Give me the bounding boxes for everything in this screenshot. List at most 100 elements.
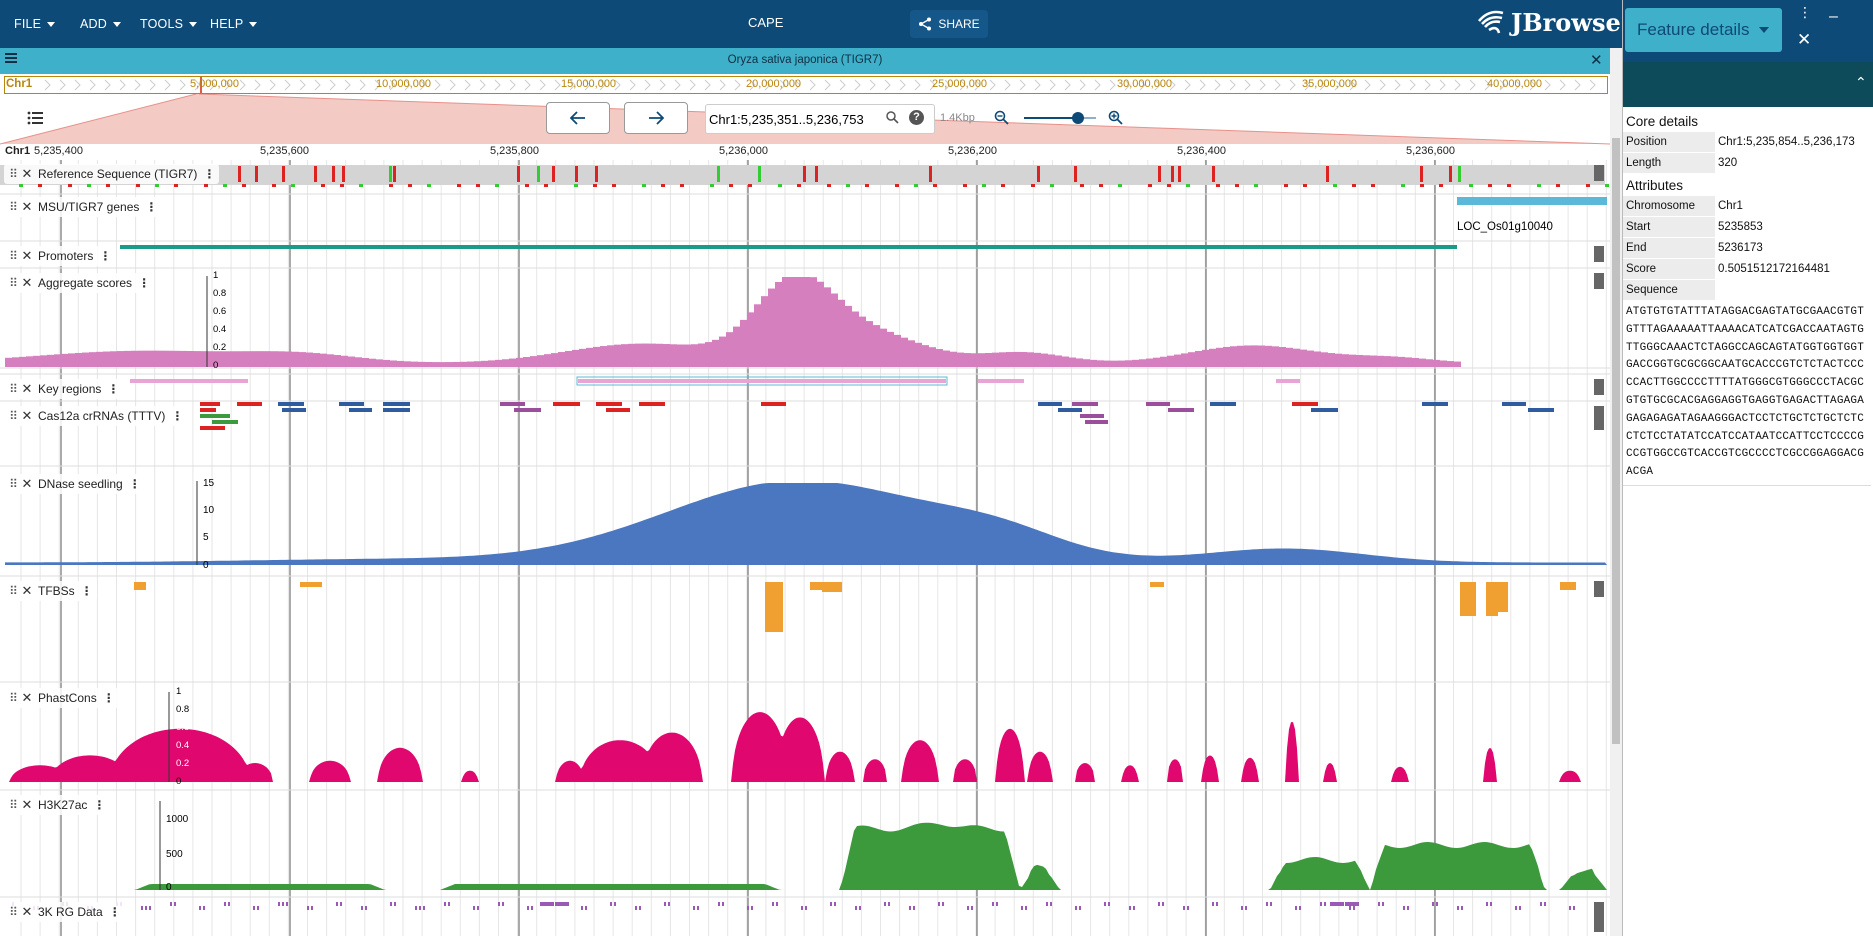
drag-handle-icon[interactable]: ⠿ [9,249,18,263]
scrollbar-thumb[interactable] [1612,138,1620,744]
aggregate-score-bar [1391,356,1398,367]
location-search-input[interactable]: Chr1:5,235,351..5,236,753 ? [705,104,935,134]
drag-handle-icon[interactable]: ⠿ [9,584,18,598]
vertical-scrollbar[interactable] [1610,48,1622,936]
track-menu-icon[interactable]: ⋮ [107,382,120,396]
track-menu-icon[interactable]: ⋮ [138,276,151,290]
menu-help[interactable]: HELP [210,0,258,48]
overview-chevron [824,79,831,91]
tracks-svg[interactable] [0,144,1610,936]
close-icon[interactable]: ✕ [1797,30,1812,49]
drag-handle-icon[interactable]: ⠿ [9,477,18,491]
close-track-icon[interactable]: ✕ [21,583,33,598]
variant-mark [1573,906,1575,910]
close-track-icon[interactable]: ✕ [21,690,33,705]
variant-mark [394,902,396,906]
drag-handle-icon[interactable]: ⠿ [9,691,18,705]
close-track-icon[interactable]: ✕ [21,248,33,263]
detail-row-score: Score 0.5051512172164481 [1623,259,1873,280]
track-menu-icon[interactable]: ⋮ [93,798,106,812]
crrna-feature [200,426,225,430]
drag-handle-icon[interactable]: ⠿ [9,409,18,423]
close-track-icon[interactable]: ✕ [21,199,33,214]
reference-base [476,184,480,187]
overview-chevron [989,79,996,91]
aggregate-score-bar [1202,349,1209,367]
share-button[interactable]: SHARE [910,10,988,38]
close-track-icon[interactable]: ✕ [21,408,33,423]
aggregate-score-bar [516,357,523,367]
track-selector-icon[interactable] [27,111,43,130]
track-menu-icon[interactable]: ⋮ [80,584,93,598]
reference-base [223,184,227,187]
crrna-feature [278,402,304,406]
menu-tools[interactable]: TOOLS [140,0,198,48]
aggregate-score-bar [278,351,285,367]
aggregate-score-bar [551,353,558,367]
chevron-up-icon[interactable]: ⌃ [1855,74,1867,90]
aggregate-score-bar [803,277,810,367]
overview-scalebar[interactable]: Chr1 5,000,000 10,000,000 15,000,000 20,… [4,76,1608,94]
track-menu-icon[interactable]: ⋮ [108,905,121,919]
zoom-out-icon[interactable] [994,110,1009,130]
track-menu-icon[interactable]: ⋮ [128,477,141,491]
help-icon[interactable]: ? [909,110,924,125]
aggregate-score-bar [1195,351,1202,367]
drag-handle-icon[interactable]: ⠿ [9,276,18,290]
aggregate-score-bar [775,281,782,367]
search-icon[interactable] [886,111,899,127]
view-menu-icon[interactable] [5,53,17,63]
zoom-in-icon[interactable] [1108,110,1123,130]
variant-mark [718,902,720,906]
close-track-icon[interactable]: ✕ [21,275,33,290]
pan-left-button[interactable] [546,102,610,134]
close-track-icon[interactable]: ✕ [21,381,33,396]
zoom-slider-thumb[interactable] [1072,112,1084,124]
aggregate-score-bar [649,343,656,367]
zoom-slider[interactable] [1024,112,1096,124]
track-menu-icon[interactable]: ⋮ [102,691,115,705]
close-track-icon[interactable]: ✕ [21,476,33,491]
close-track-icon[interactable]: ✕ [21,797,33,812]
variant-mark [540,902,554,906]
reference-sequence-band [0,165,1605,185]
drawer-widget-select[interactable]: Feature details [1625,8,1782,52]
aggregate-score-bar [810,277,817,367]
drag-handle-icon[interactable]: ⠿ [9,382,18,396]
variant-mark [1212,902,1214,906]
session-name[interactable]: CAPE [748,15,784,30]
reference-base [963,184,967,187]
gene-feature-label[interactable]: LOC_Os01g10040 [1457,221,1553,233]
scalebar[interactable]: Chr1 5,235,400 5,235,600 5,235,800 5,236… [0,144,1610,160]
overview-chevron [1079,79,1086,91]
menu-add[interactable]: ADD [80,0,121,48]
close-track-icon[interactable]: ✕ [21,904,33,919]
track-menu-icon[interactable]: ⋮ [99,249,112,263]
aggregate-score-bar [950,351,957,367]
overview-chevron [914,79,921,91]
track-menu-icon[interactable]: ⋮ [145,200,158,214]
aggregate-score-bar [61,353,68,367]
drag-handle-icon[interactable]: ⠿ [9,905,18,919]
close-track-icon[interactable]: ✕ [21,166,33,181]
attributes-title: Attributes [1626,178,1684,193]
drag-handle-icon[interactable]: ⠿ [9,167,18,181]
menu-file[interactable]: FILE [14,0,56,48]
minimize-icon[interactable]: – [1829,8,1838,25]
reference-base [593,184,597,187]
reference-base [1420,166,1423,182]
crrna-feature [383,408,410,412]
track-menu-icon[interactable]: ⋮ [171,409,184,423]
drag-handle-icon[interactable]: ⠿ [9,200,18,214]
reference-base [574,184,578,187]
drag-handle-icon[interactable]: ⠿ [9,798,18,812]
drawer-kebab-icon[interactable]: ⋮ [1798,4,1812,20]
track-menu-icon[interactable]: ⋮ [203,167,216,181]
aggregate-score-bar [670,344,677,367]
pan-right-button[interactable] [624,102,688,134]
reference-base [1303,184,1307,187]
close-view-icon[interactable]: ✕ [1590,52,1603,69]
variant-mark [473,906,475,910]
overview-chevron [149,79,156,91]
track-scroll-marker [1594,379,1604,395]
